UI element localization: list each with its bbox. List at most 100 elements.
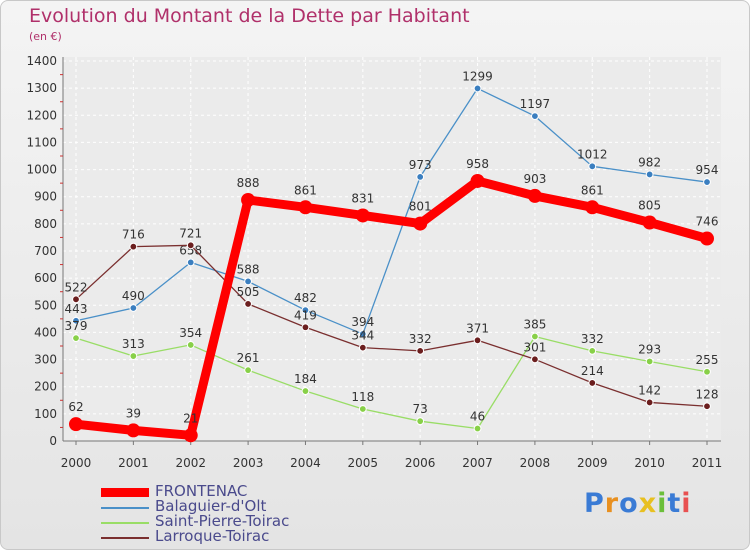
data-point-larroque-toirac <box>301 323 310 332</box>
data-label-balaguier-d-olt: 588 <box>237 262 260 276</box>
x-tick-label: 2006 <box>405 456 436 470</box>
y-tick-label: 300 <box>34 353 57 367</box>
data-point-saint-pierre-toirac <box>588 346 597 355</box>
data-label-larroque-toirac: 214 <box>581 364 604 378</box>
logo-letter: i <box>657 488 668 519</box>
data-label-balaguier-d-olt: 482 <box>294 291 317 305</box>
data-point-larroque-toirac <box>358 343 367 352</box>
y-tick-label: 200 <box>34 380 57 394</box>
data-label-balaguier-d-olt: 1012 <box>577 147 608 161</box>
y-tick-label: 700 <box>34 244 57 258</box>
legend-swatch <box>101 537 149 539</box>
y-tick-label: 1200 <box>26 108 57 122</box>
data-point-frontenac <box>69 417 83 432</box>
data-label-larroque-toirac: 371 <box>466 321 489 335</box>
data-point-balaguier-d-olt <box>358 330 367 338</box>
series-line-saint-pierre-toirac <box>75 335 708 430</box>
legend-label: Larroque-Toirac <box>155 527 270 545</box>
data-label-balaguier-d-olt: 394 <box>351 315 374 329</box>
x-tick-label: 2009 <box>577 456 608 470</box>
data-point-larroque-toirac <box>244 300 252 308</box>
data-label-balaguier-d-olt: 973 <box>409 158 432 172</box>
logo-letter: t <box>667 488 682 519</box>
data-point-saint-pierre-toirac <box>72 334 80 343</box>
proxiti-logo: Proxiti <box>584 488 692 519</box>
data-point-larroque-toirac <box>72 295 80 304</box>
x-tick-label: 2011 <box>692 456 723 470</box>
data-point-balaguier-d-olt <box>703 178 711 186</box>
x-tick-label: 2000 <box>61 456 92 470</box>
data-label-larroque-toirac: 332 <box>409 332 432 346</box>
data-point-frontenac <box>700 231 714 246</box>
legend-swatch <box>101 488 149 497</box>
data-point-frontenac <box>355 208 370 223</box>
data-point-frontenac <box>527 188 542 203</box>
y-tick-label: 1400 <box>26 54 57 68</box>
data-label-larroque-toirac: 344 <box>351 329 374 343</box>
x-tick-label: 2002 <box>175 456 206 470</box>
data-point-larroque-toirac <box>703 402 711 411</box>
data-label-balaguier-d-olt: 954 <box>696 163 719 177</box>
data-label-saint-pierre-toirac: 261 <box>237 351 260 365</box>
x-tick-label: 2005 <box>348 456 379 470</box>
logo-letter: o <box>619 488 639 519</box>
data-label-frontenac: 62 <box>68 400 83 414</box>
logo-letter: P <box>584 488 605 519</box>
data-point-balaguier-d-olt <box>301 306 310 315</box>
data-label-saint-pierre-toirac: 255 <box>696 353 719 367</box>
data-label-saint-pierre-toirac: 184 <box>294 372 317 386</box>
series-line-larroque-toirac <box>75 244 708 407</box>
data-point-saint-pierre-toirac <box>531 332 539 341</box>
data-point-larroque-toirac <box>473 336 482 345</box>
data-label-frontenac: 861 <box>581 183 604 197</box>
logo-letter: x <box>638 488 658 519</box>
legend-label: Saint-Pierre-Toirac <box>155 512 290 530</box>
data-label-balaguier-d-olt: 443 <box>65 302 88 316</box>
data-point-larroque-toirac <box>416 346 425 355</box>
data-point-larroque-toirac <box>186 241 195 250</box>
series-line-frontenac <box>71 176 712 440</box>
y-tick-label: 800 <box>34 217 57 231</box>
data-point-frontenac <box>298 200 313 215</box>
chart-subtitle: (en €) <box>29 30 62 43</box>
data-label-saint-pierre-toirac: 118 <box>351 390 374 404</box>
y-tick-label: 1300 <box>26 81 57 95</box>
data-label-larroque-toirac: 716 <box>122 228 145 242</box>
data-label-frontenac: 903 <box>523 172 546 186</box>
data-label-balaguier-d-olt: 490 <box>122 289 145 303</box>
data-label-larroque-toirac: 301 <box>523 340 546 354</box>
data-label-frontenac: 746 <box>696 215 719 229</box>
data-label-larroque-toirac: 721 <box>179 226 202 240</box>
data-label-frontenac: 888 <box>237 176 260 190</box>
data-label-frontenac: 39 <box>126 406 141 420</box>
series-line-balaguier-d-olt <box>75 87 708 335</box>
data-point-saint-pierre-toirac <box>416 417 425 426</box>
data-point-frontenac <box>183 428 198 443</box>
legend-label: FRONTENAC <box>155 482 248 500</box>
data-point-saint-pierre-toirac <box>129 352 138 360</box>
x-tick-label: 2007 <box>462 456 493 470</box>
y-tick-label: 900 <box>34 190 57 204</box>
data-point-saint-pierre-toirac <box>301 387 310 395</box>
data-label-balaguier-d-olt: 1299 <box>462 69 493 83</box>
data-label-frontenac: 21 <box>183 411 198 425</box>
data-label-saint-pierre-toirac: 354 <box>179 326 202 340</box>
data-label-saint-pierre-toirac: 293 <box>638 342 661 356</box>
data-point-balaguier-d-olt <box>645 170 654 179</box>
data-point-frontenac <box>585 200 600 215</box>
logo-letter: r <box>604 488 620 519</box>
y-tick-label: 1100 <box>26 135 57 149</box>
x-tick-label: 2010 <box>634 456 665 470</box>
y-tick-label: 100 <box>34 407 57 421</box>
data-label-larroque-toirac: 419 <box>294 308 317 322</box>
data-label-frontenac: 801 <box>409 200 432 214</box>
y-tick-label: 600 <box>34 271 57 285</box>
x-tick-label: 2008 <box>520 456 551 470</box>
chart-title: Evolution du Montant de la Dette par Hab… <box>29 5 470 27</box>
data-point-balaguier-d-olt <box>473 84 482 93</box>
data-label-frontenac: 958 <box>466 157 489 171</box>
data-point-saint-pierre-toirac <box>703 367 711 376</box>
data-label-saint-pierre-toirac: 379 <box>65 319 88 333</box>
x-tick-label: 2001 <box>118 456 149 470</box>
